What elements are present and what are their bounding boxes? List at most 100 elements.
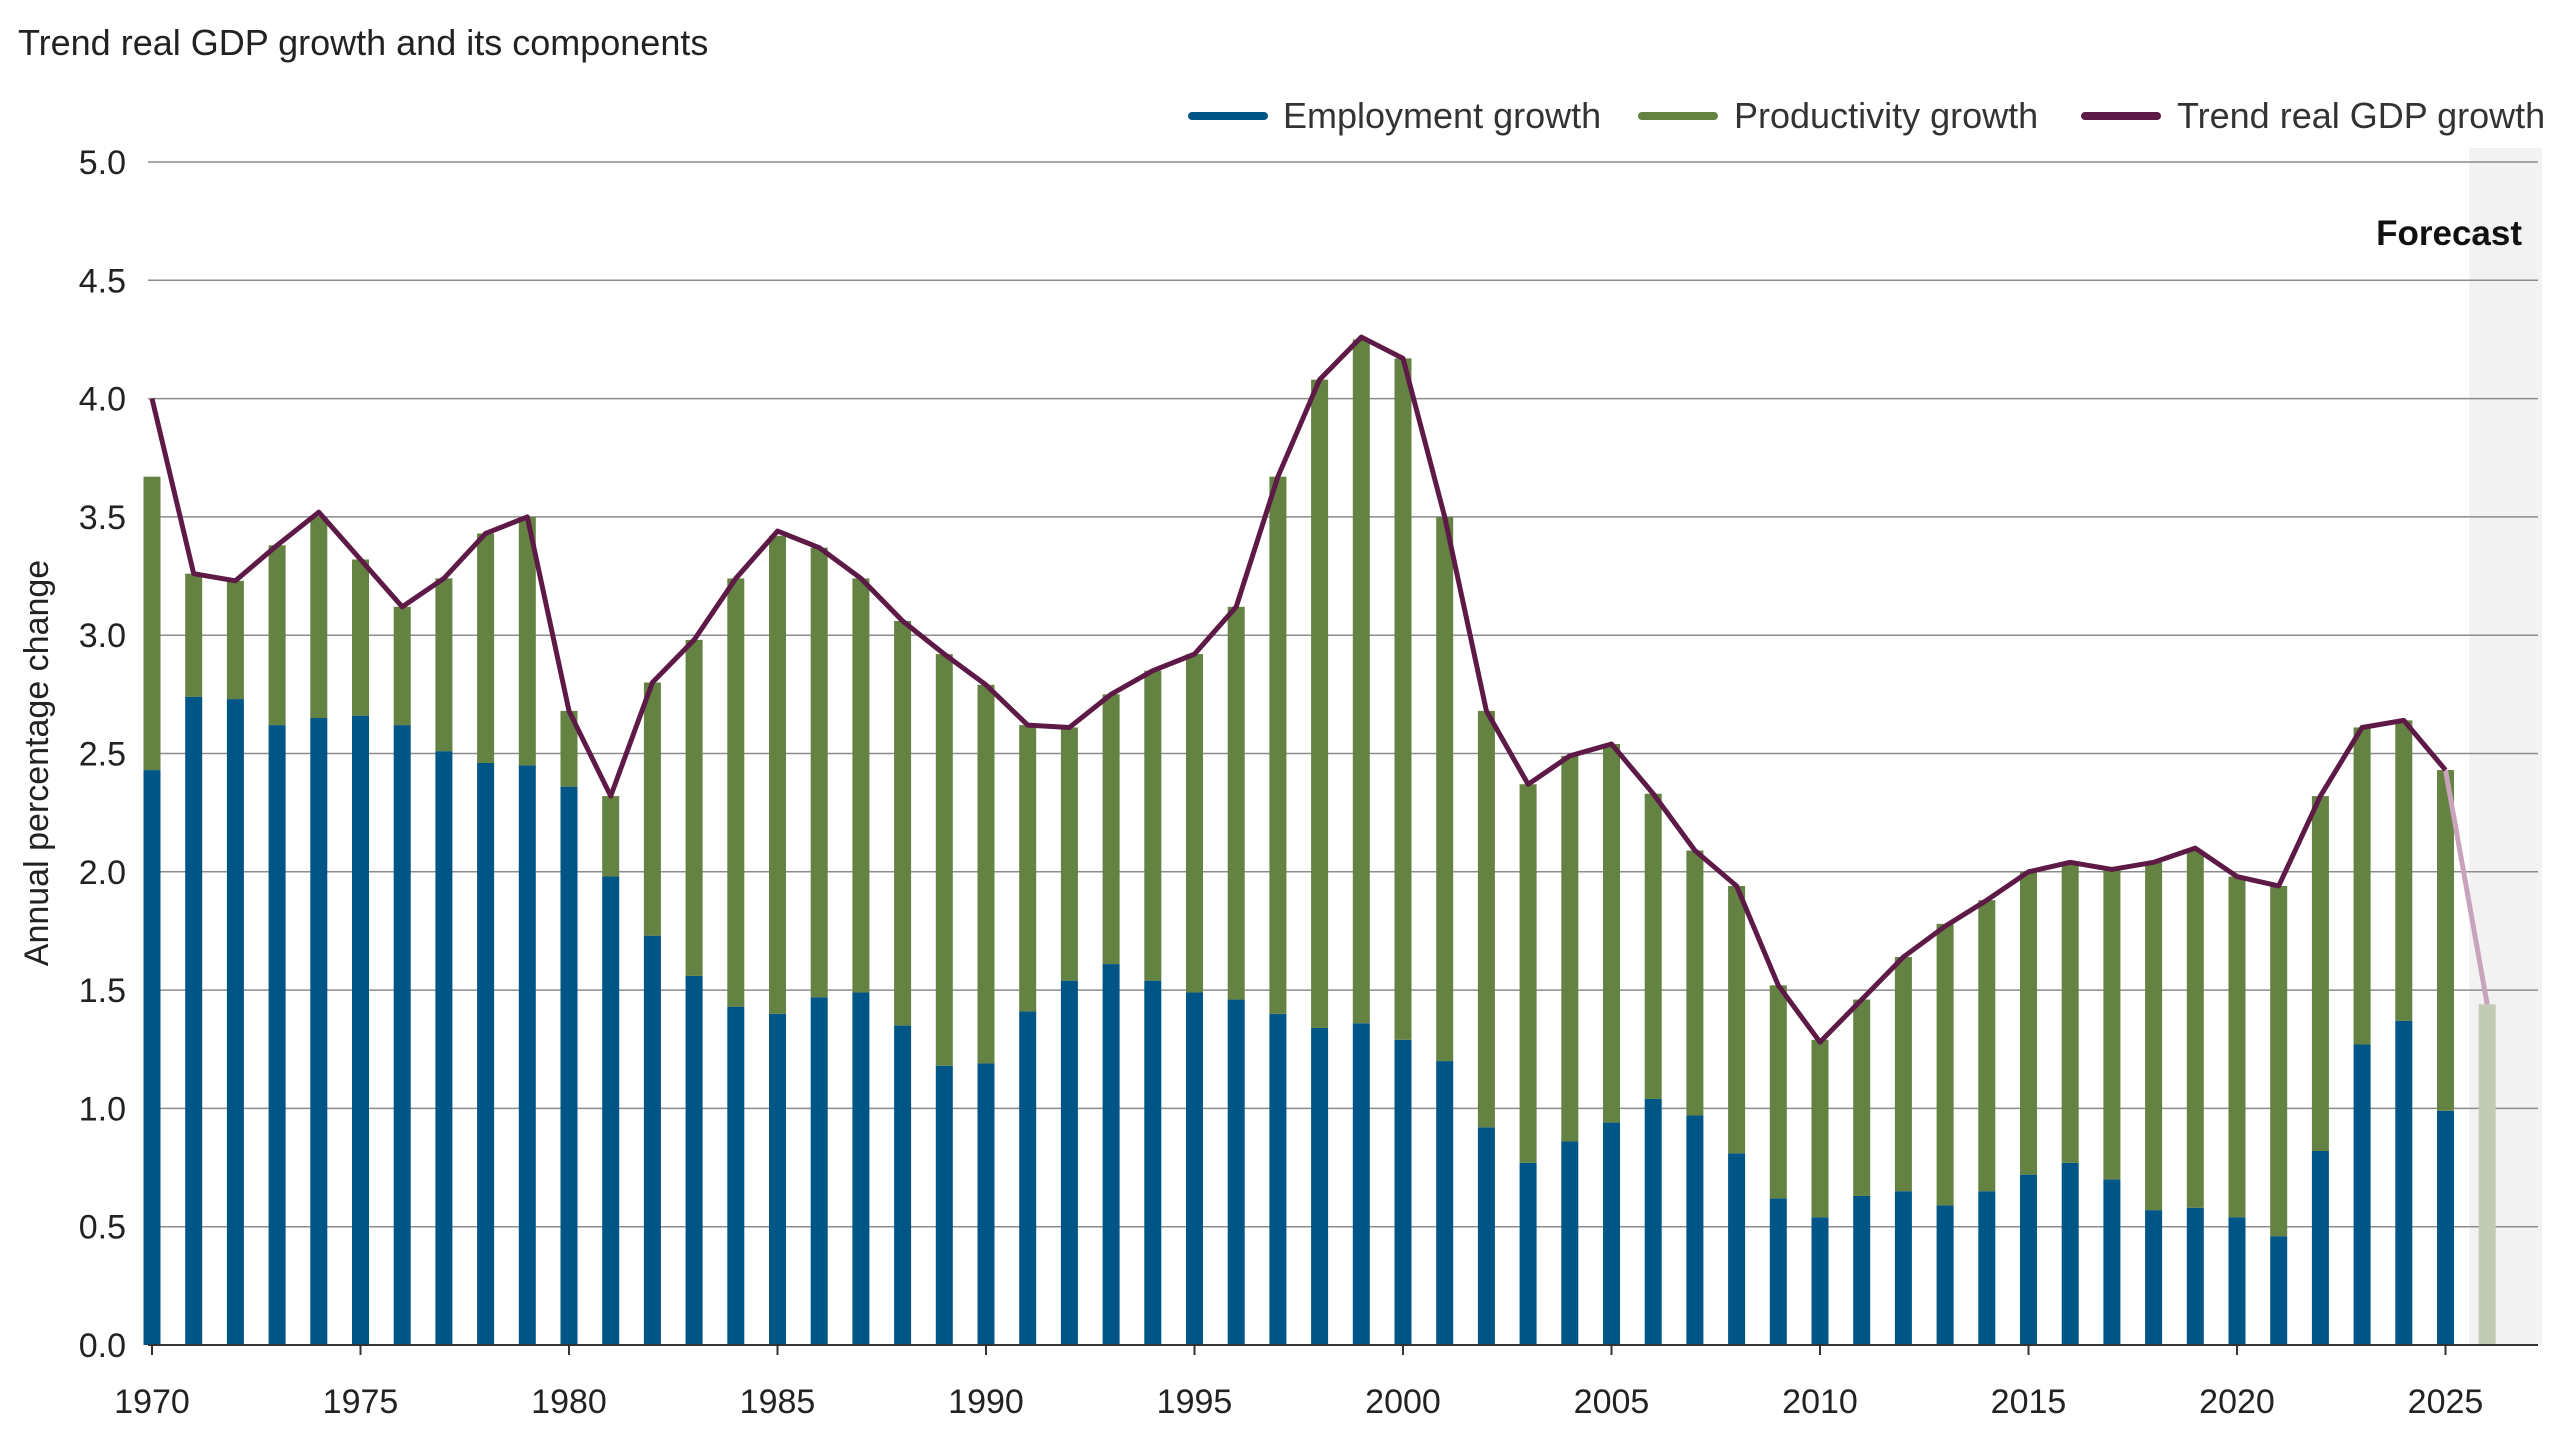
legend-label: Productivity growth [1734, 95, 2038, 136]
employment-bar [1311, 1027, 1329, 1345]
employment-bar [852, 992, 870, 1345]
employment-bar [1394, 1039, 1412, 1345]
employment-bar [935, 1065, 953, 1345]
employment-bar [1019, 1011, 1037, 1345]
productivity-bar [810, 547, 828, 998]
productivity-bar [2061, 862, 2079, 1163]
employment-bar [393, 725, 411, 1345]
productivity-bar [1352, 339, 1370, 1024]
employment-bar [2145, 1210, 2163, 1345]
employment-bar [226, 699, 244, 1345]
productivity-bar [1978, 900, 1996, 1192]
x-tick-label: 2025 [2408, 1383, 2484, 1421]
productivity-bar [226, 580, 244, 700]
productivity-bar [1811, 1039, 1829, 1218]
productivity-bar [2311, 796, 2329, 1151]
employment-bar [977, 1063, 995, 1345]
productivity-bar [518, 516, 536, 766]
trend-line-forecast [2443, 769, 2490, 1005]
productivity-bar [1728, 885, 1746, 1154]
y-tick-label: 2.0 [79, 854, 126, 892]
productivity-bar [894, 621, 912, 1026]
employment-bar [2020, 1174, 2037, 1345]
y-tick-label: 4.5 [79, 262, 126, 300]
x-tick-label: 2010 [1782, 1383, 1858, 1421]
productivity-bar [1227, 606, 1245, 1000]
productivity-bar [1769, 985, 1787, 1199]
productivity-bar [1394, 358, 1412, 1040]
productivity-bar [935, 654, 953, 1066]
productivity-bar [143, 476, 161, 771]
productivity-bar [435, 578, 453, 752]
employment-bar [1186, 992, 1203, 1345]
productivity-bar [2353, 727, 2371, 1045]
employment-bar [1144, 980, 1162, 1345]
productivity-bar [1436, 516, 1454, 1062]
productivity-bar [685, 639, 703, 976]
x-tick-label: 1985 [740, 1383, 816, 1421]
productivity-bar [1603, 744, 1620, 1123]
productivity-bar [268, 545, 286, 726]
productivity-bar [1561, 755, 1579, 1142]
y-tick-label: 2.5 [79, 736, 126, 774]
employment-bar [810, 997, 828, 1345]
employment-bar [1686, 1115, 1704, 1345]
y-tick-label: 3.5 [79, 499, 126, 537]
employment-bar [1436, 1061, 1454, 1345]
employment-bar [518, 765, 536, 1345]
employment-bar [1894, 1191, 1912, 1345]
forecast-label: Forecast [2376, 214, 2522, 253]
employment-bar [2103, 1179, 2121, 1345]
productivity-bar [477, 533, 495, 763]
productivity-bar [2103, 869, 2121, 1180]
x-tick-label: 1995 [1157, 1383, 1233, 1421]
employment-bar [1644, 1098, 1662, 1345]
employment-bar [1936, 1205, 1954, 1345]
bars [143, 339, 2496, 1345]
employment-bar [310, 718, 328, 1345]
productivity-bar [310, 516, 328, 719]
employment-bar [2270, 1236, 2288, 1345]
employment-bar [2228, 1217, 2246, 1345]
x-tick-label: 1975 [323, 1383, 399, 1421]
productivity-bar [1477, 710, 1495, 1128]
x-tick-label: 2000 [1365, 1383, 1441, 1421]
employment-bar [1978, 1191, 1996, 1345]
employment-bar [477, 762, 495, 1345]
employment-bar [185, 696, 203, 1345]
productivity-bar [602, 796, 620, 877]
productivity-bar [1519, 784, 1537, 1163]
productivity-bar [2145, 862, 2163, 1211]
y-tick-label: 1.0 [79, 1090, 126, 1128]
x-tick-label: 2015 [1991, 1383, 2067, 1421]
legend: Employment growth Productivity growth Tren… [1188, 95, 2545, 136]
employment-bar [268, 725, 286, 1345]
employment-bar [2395, 1020, 2413, 1345]
x-tick-label: 1980 [531, 1383, 607, 1421]
employment-bar [1102, 964, 1120, 1345]
productivity-bar [1144, 670, 1162, 981]
productivity-bar [1936, 923, 1954, 1206]
productivity-bar [2270, 885, 2288, 1237]
legend-label: Trend real GDP growth [2177, 95, 2545, 136]
employment-bar [1352, 1023, 1370, 1345]
chart-title: Trend real GDP growth and its components [18, 22, 709, 63]
y-tick-label: 1.5 [79, 972, 126, 1010]
employment-bar [560, 786, 578, 1345]
employment-bar [1060, 980, 1078, 1345]
productivity-bar [185, 573, 203, 697]
employment-bar [894, 1025, 912, 1345]
employment-bar [1269, 1013, 1287, 1345]
productivity-bar [1019, 725, 1037, 1012]
productivity-bar [393, 606, 411, 726]
employment-bar [1477, 1127, 1495, 1345]
employment-bar [435, 751, 453, 1345]
employment-bar [1227, 999, 1245, 1345]
productivity-bar [1060, 727, 1078, 981]
productivity-bar [1644, 793, 1662, 1099]
axes: 0.0 0.5 1.0 1.5 2.0 2.5 3.0 3.5 4.0 4.5 5.0 1970 197… [79, 144, 2538, 1421]
employment-bar [1728, 1153, 1746, 1345]
x-tick-label: 1970 [114, 1383, 190, 1421]
productivity-bar [727, 578, 745, 1007]
